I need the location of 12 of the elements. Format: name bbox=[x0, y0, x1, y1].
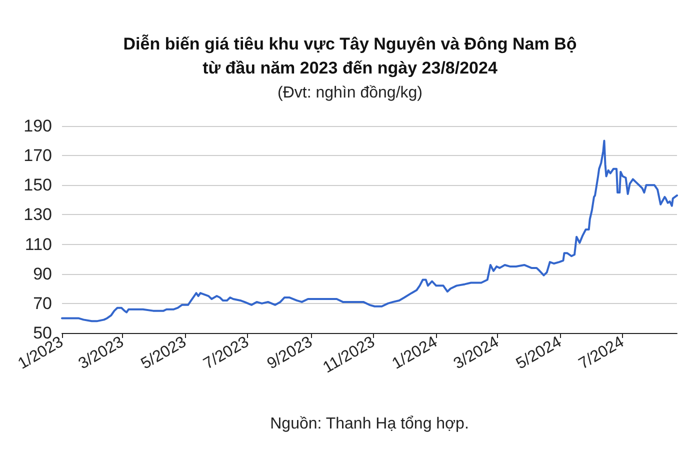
chart-title: Diễn biến giá tiêu khu vực Tây Nguyên và Đông Nam Bộ từ đầu năm 2023 đến ngày 23/8/2024 bbox=[123, 34, 577, 78]
line-series bbox=[61, 140, 678, 322]
y-tick-label: 70 bbox=[33, 294, 52, 313]
y-tick-label: 50 bbox=[33, 324, 52, 342]
chart-subtitle: (Đvt: nghìn đồng/kg) bbox=[278, 84, 422, 102]
y-tick-label: 150 bbox=[24, 176, 52, 195]
y-tick-label: 130 bbox=[24, 205, 52, 224]
text: Nguồn: Thanh Hạ tổng hợp. bbox=[270, 416, 469, 432]
y-tick-label: 170 bbox=[24, 146, 52, 166]
y-tick-label: 90 bbox=[33, 264, 52, 284]
y-tick-label: 190 bbox=[24, 116, 52, 136]
y-tick-label: 110 bbox=[24, 234, 52, 254]
